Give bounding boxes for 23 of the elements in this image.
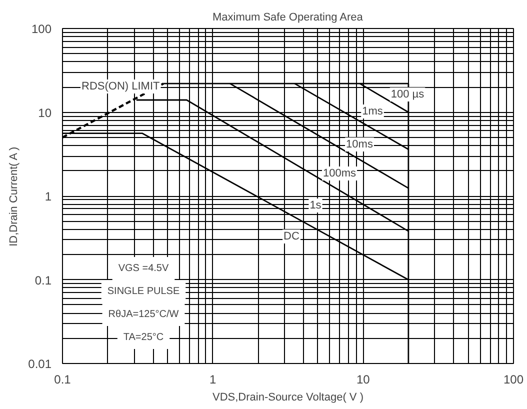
annotation: SINGLE PULSE (107, 286, 180, 297)
y-axis-title: ID,Drain Current( A ) (8, 146, 20, 246)
annotation: 10ms (346, 138, 374, 150)
y-tick-label: 1 (44, 190, 52, 204)
x-tick-label: 1 (209, 372, 216, 386)
y-tick-label: 0.01 (28, 357, 52, 371)
annotation: 100 µs (390, 88, 425, 100)
annotation: 1s (310, 200, 322, 212)
x-tick-label: 10 (356, 372, 370, 386)
y-tick-label: 0.1 (34, 273, 52, 288)
annotation: DC (284, 230, 300, 242)
annotation: RθJA=125°C/W (108, 309, 180, 320)
annotation: 1ms (362, 106, 384, 118)
y-tick-label: 100 (31, 22, 52, 36)
y-tick-label: 10 (38, 106, 52, 120)
annotation: VGS =4.5V (118, 263, 169, 274)
annotation: RDS(ON) LIMIT (82, 80, 160, 92)
x-tick-label: 100 (503, 372, 524, 386)
chart-title: Maximum Safe Operating Area (212, 12, 364, 24)
annotation: TA=25°C (123, 332, 164, 343)
x-axis-title: VDS,Drain-Source Voltage( V ) (212, 392, 364, 404)
x-tick-label: 0.1 (54, 372, 72, 386)
annotation: 100ms (322, 168, 357, 180)
